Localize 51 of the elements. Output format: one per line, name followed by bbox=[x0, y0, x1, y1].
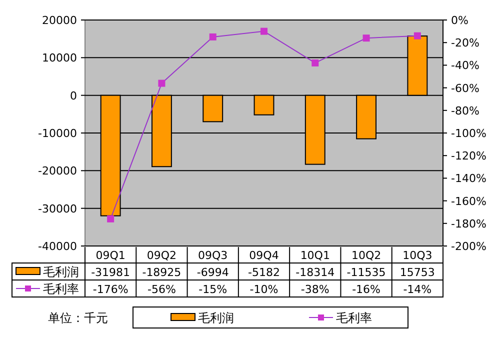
text: 毛利率 bbox=[336, 311, 372, 325]
point bbox=[312, 59, 319, 66]
y2-tick-label: -200% bbox=[451, 240, 486, 253]
point bbox=[362, 34, 370, 42]
y2-tick-label: -80% bbox=[451, 104, 480, 118]
data-label: -15% bbox=[198, 283, 228, 296]
data-label: -176% bbox=[92, 283, 128, 296]
y2-tick-label: -160% bbox=[451, 194, 486, 208]
x-tick-label: 10Q2 bbox=[351, 249, 382, 262]
data-label: -56% bbox=[148, 283, 176, 296]
y-tick-label: -10000 bbox=[38, 127, 77, 140]
y2-tick-label: -20% bbox=[451, 36, 480, 50]
x-tick-label: 10Q3 bbox=[402, 249, 432, 262]
x-tick-label: 09Q1 bbox=[96, 249, 126, 262]
y-tick-label: 10000 bbox=[42, 52, 77, 65]
text: 毛利润 bbox=[198, 311, 234, 325]
data-label: -11535 bbox=[346, 266, 386, 279]
data-label: -16% bbox=[352, 283, 380, 296]
y2-tick-label: -40% bbox=[451, 59, 480, 72]
x-tick-label: 09Q3 bbox=[198, 249, 228, 262]
text: 单位：千元 bbox=[48, 311, 108, 325]
y2-tick-label: 0% bbox=[451, 14, 468, 27]
x-tick-label: 09Q4 bbox=[249, 249, 279, 262]
data-label: -31981 bbox=[91, 266, 130, 279]
data-label: -10% bbox=[250, 283, 278, 296]
point bbox=[414, 32, 421, 40]
data-label: -5182 bbox=[248, 266, 280, 279]
y2-tick-label: -140% bbox=[451, 172, 486, 186]
point bbox=[260, 28, 268, 35]
point bbox=[209, 33, 216, 40]
data-label: -6994 bbox=[196, 266, 229, 279]
data-label: -18925 bbox=[142, 266, 182, 279]
legend-label: 毛利润 bbox=[43, 265, 79, 279]
data-label: 15753 bbox=[400, 266, 435, 279]
y-tick-label: -30000 bbox=[38, 202, 77, 216]
data-label: -18314 bbox=[296, 266, 335, 279]
x-tick-label: 09Q2 bbox=[146, 249, 177, 262]
y-tick-label: -20000 bbox=[38, 164, 77, 178]
point bbox=[158, 80, 166, 87]
y2-tick-label: -120% bbox=[451, 150, 486, 163]
y-tick-label: 20000 bbox=[42, 14, 77, 27]
legend-label: 毛利率 bbox=[43, 282, 79, 296]
y-tick-label: 0 bbox=[70, 89, 77, 102]
y-tick-label: -40000 bbox=[38, 240, 77, 253]
data-label: -14% bbox=[403, 283, 432, 296]
x-tick-label: 10Q1 bbox=[300, 249, 330, 262]
y2-tick-label: -60% bbox=[451, 82, 480, 95]
point bbox=[107, 215, 114, 222]
y2-tick-label: -180% bbox=[451, 217, 486, 230]
data-label: -38% bbox=[300, 283, 330, 296]
y2-tick-label: -100% bbox=[451, 127, 486, 140]
